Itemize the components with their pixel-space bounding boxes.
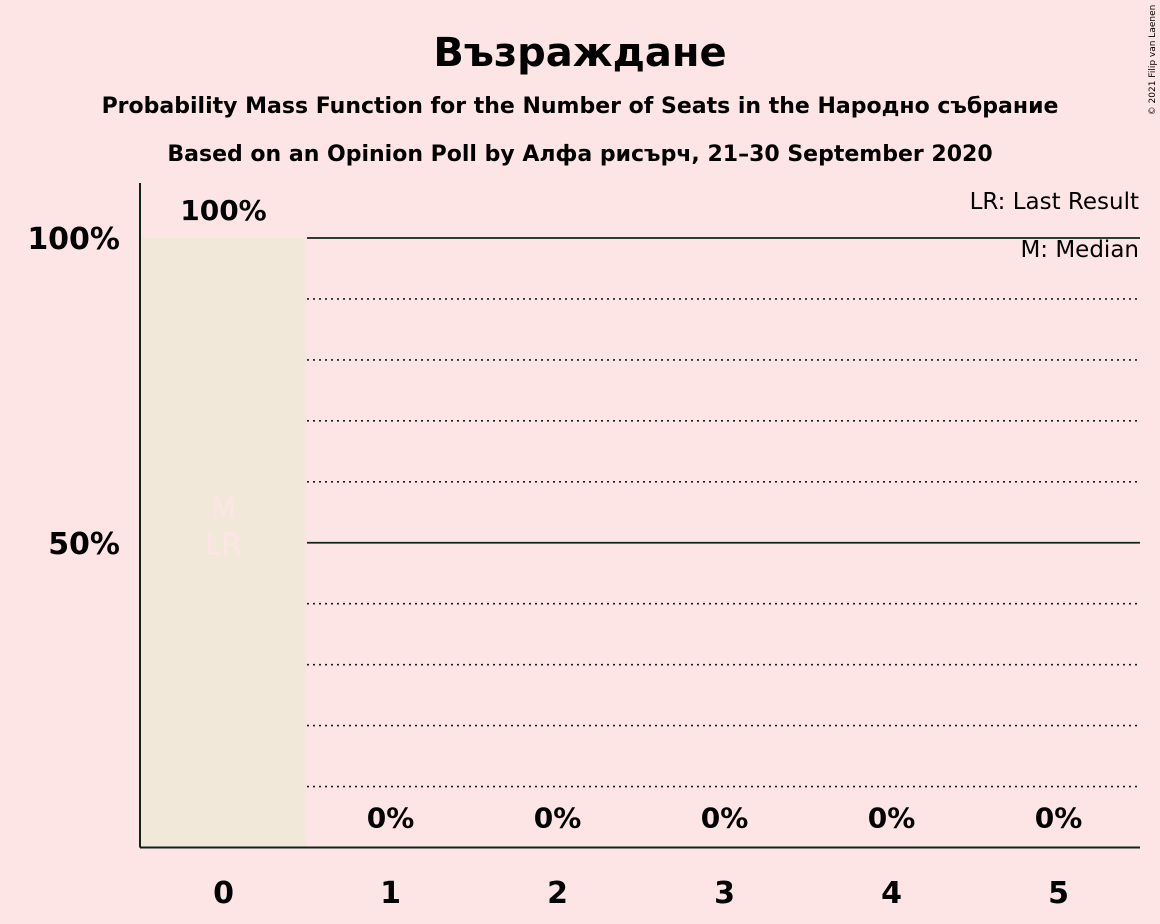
data-labels: 100% 0% 0% 0% 0% 0% bbox=[180, 194, 1082, 835]
x-tick-label-2: 2 bbox=[547, 876, 568, 911]
x-tick-label-3: 3 bbox=[714, 876, 735, 911]
marker-lr: LR bbox=[205, 528, 243, 563]
data-label-1: 0% bbox=[367, 802, 415, 835]
copyright-notice: © 2021 Filip van Laenen bbox=[1148, 5, 1158, 116]
y-tick-label-50: 50% bbox=[48, 527, 120, 562]
legend-last-result: LR: Last Result bbox=[970, 189, 1139, 215]
data-label-5: 0% bbox=[1035, 802, 1083, 835]
bar-0 bbox=[140, 238, 306, 848]
median-last-result-markers: MLR bbox=[205, 492, 243, 563]
bars bbox=[140, 238, 306, 848]
chart-source-subtitle: Based on an Opinion Poll by Алфа рисърч,… bbox=[167, 142, 992, 167]
x-tick-labels: 0 1 2 3 4 5 bbox=[213, 876, 1069, 911]
axes bbox=[139, 183, 1140, 849]
y-tick-label-100: 100% bbox=[27, 222, 120, 257]
x-tick-label-1: 1 bbox=[380, 876, 401, 911]
data-label-4: 0% bbox=[868, 802, 916, 835]
data-label-2: 0% bbox=[534, 802, 582, 835]
x-tick-label-4: 4 bbox=[881, 876, 902, 911]
gridlines bbox=[307, 237, 1140, 788]
x-tick-label-5: 5 bbox=[1048, 876, 1069, 911]
legend-median: M: Median bbox=[1020, 237, 1139, 263]
data-label-3: 0% bbox=[701, 802, 749, 835]
marker-m: M bbox=[211, 492, 237, 527]
x-tick-label-0: 0 bbox=[213, 876, 234, 911]
chart-title: Възраждане bbox=[433, 30, 726, 76]
data-label-0: 100% bbox=[180, 194, 267, 227]
y-tick-labels: 50% 100% bbox=[27, 222, 120, 562]
chart-subtitle: Probability Mass Function for the Number… bbox=[102, 94, 1059, 119]
